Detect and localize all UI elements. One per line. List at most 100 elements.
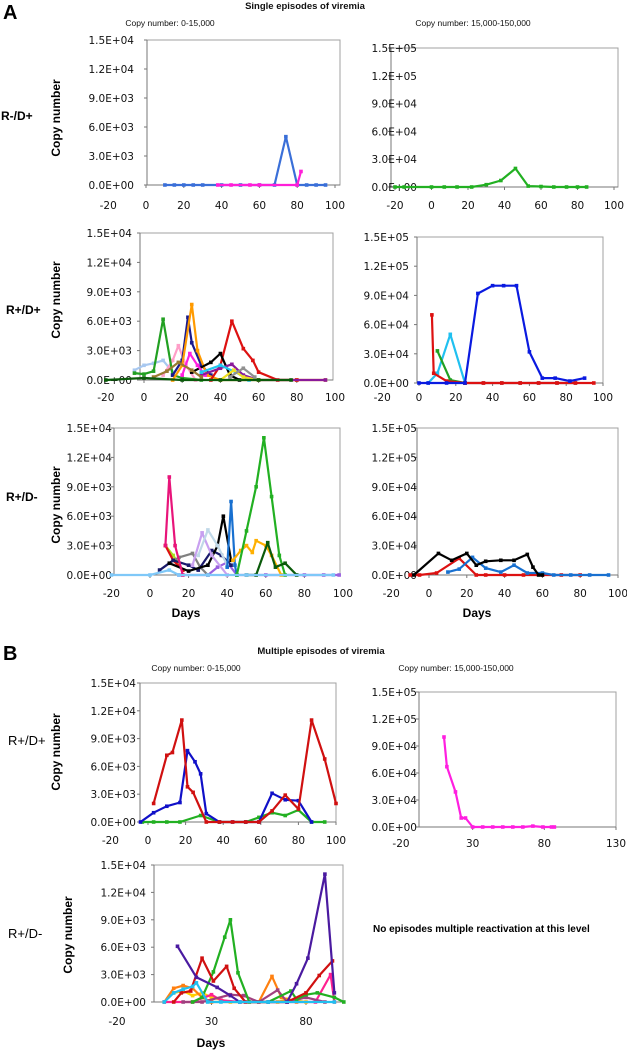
data-point: [252, 375, 257, 379]
data-point: [151, 375, 156, 379]
data-point: [531, 824, 535, 828]
data-point: [555, 381, 559, 385]
data-point: [269, 494, 274, 499]
data-point: [265, 540, 270, 545]
x-tick-label: 30: [466, 838, 479, 850]
x-tick-label: 60: [253, 200, 266, 212]
x-tick-label: 80: [292, 835, 305, 847]
data-point: [209, 995, 214, 1000]
data-point: [434, 571, 439, 575]
chart-panel: 0.0E+00 3.0E+03 6.0E+03 9.0E+03 1.2E+04 1.5E+…: [101, 860, 346, 1028]
data-point: [170, 373, 175, 377]
data-point: [190, 563, 195, 567]
data-point: [536, 381, 541, 385]
data-point: [189, 340, 194, 345]
data-point: [332, 995, 337, 1000]
data-point: [181, 1000, 185, 1004]
x-tick-label: 60: [523, 392, 536, 404]
series-line: [164, 475, 184, 576]
y-tick-label: 9.0E+04: [372, 741, 418, 753]
data-point: [483, 559, 488, 564]
series-line: [152, 719, 338, 824]
y-tick-label: 0.0E+00: [87, 375, 133, 387]
data-point: [283, 793, 288, 797]
data-point: [238, 1000, 242, 1004]
chart-panel: 0.0E+00 3.0E+04 6.0E+04 9.0E+04 1.2E+05 1.5E+…: [364, 232, 614, 404]
y-tick-label: 3.0E+03: [87, 346, 133, 358]
series-line: [139, 749, 313, 824]
data-point: [206, 528, 210, 532]
data-point: [289, 989, 293, 993]
data-point: [241, 366, 246, 371]
y-axis-label: Copy number: [61, 896, 75, 974]
data-point: [275, 988, 280, 992]
data-point: [109, 573, 114, 577]
data-point: [250, 550, 255, 555]
data-point: [218, 351, 223, 356]
data-point: [426, 381, 430, 385]
series-line: [442, 736, 555, 829]
series-line: [217, 171, 303, 187]
x-tick-label: -20: [100, 200, 117, 212]
data-point: [190, 984, 195, 989]
x-tick-label: 100: [325, 200, 345, 212]
row-label-rpos-dneg-a: R+/D-: [6, 490, 38, 504]
chart-panel: 0.0E+00 3.0E+03 6.0E+03 9.0E+03 1.2E+04 1.5E+…: [89, 35, 346, 212]
data-point: [314, 183, 318, 187]
data-point: [191, 790, 195, 795]
data-point: [442, 735, 446, 739]
subtitle-low-range-b: Copy number: 0-15,000: [151, 663, 241, 673]
subtitle-high-range-b: Copy number: 15,000-150,000: [398, 663, 514, 673]
x-tick-label: 0: [145, 835, 152, 847]
data-point: [229, 499, 233, 504]
data-point: [229, 563, 233, 567]
data-point: [241, 373, 246, 377]
data-point: [104, 378, 108, 382]
data-point: [132, 368, 137, 372]
y-tick-label: 9.0E+04: [372, 99, 418, 111]
x-tick-label: 20: [461, 200, 474, 212]
y-axis-label: Copy number: [49, 713, 63, 791]
row-label-rpos-dpos-b: R+/D+: [8, 733, 46, 748]
data-point: [511, 825, 515, 829]
data-point: [218, 363, 223, 368]
data-point: [189, 370, 194, 374]
data-point: [185, 748, 190, 753]
data-point: [540, 571, 545, 575]
data-point: [564, 185, 569, 189]
series-line: [163, 981, 335, 1004]
y-tick-label: 1.5E+04: [87, 228, 133, 240]
data-point: [402, 185, 406, 189]
title-multiple-episodes: Multiple episodes of viremia: [257, 646, 385, 657]
data-point: [232, 986, 236, 991]
data-point: [211, 970, 216, 974]
data-point: [412, 573, 416, 577]
data-point: [241, 375, 246, 379]
chart-panel: 0.0E+00 3.0E+04 6.0E+04 9.0E+04 1.2E+05 1.5E+…: [372, 687, 627, 850]
data-point: [284, 134, 288, 139]
data-point: [568, 379, 572, 383]
data-point: [171, 986, 176, 991]
chart-panel: 0.0E+00 3.0E+03 6.0E+03 9.0E+03 1.2E+04 1.5E+…: [67, 423, 354, 600]
x-tick-label: 80: [574, 588, 587, 600]
data-point: [429, 185, 434, 189]
data-point: [172, 183, 177, 187]
section-label-b: B: [3, 643, 17, 665]
plot-frame: [146, 39, 341, 186]
data-point: [332, 1000, 337, 1004]
x-tick-label: 60: [252, 392, 265, 404]
data-point: [222, 935, 227, 939]
x-tick-label: 20: [449, 392, 462, 404]
y-tick-label: 0.0E+00: [101, 997, 147, 1009]
data-point: [551, 573, 556, 577]
data-point: [176, 360, 181, 365]
series: [151, 360, 204, 379]
data-point: [304, 992, 308, 997]
data-point: [165, 804, 169, 809]
data-point: [241, 346, 246, 351]
data-point: [200, 183, 205, 187]
data-point: [225, 565, 229, 569]
x-tick-label: 80: [560, 392, 573, 404]
data-point: [163, 183, 167, 187]
data-point: [431, 371, 436, 376]
